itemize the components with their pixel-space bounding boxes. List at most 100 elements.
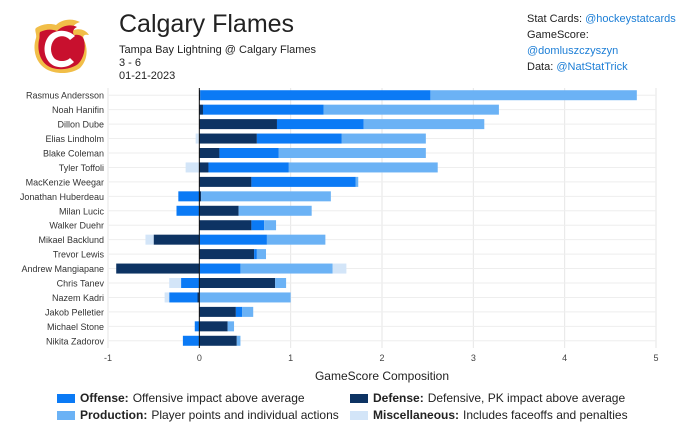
x-tick-label-3: 3	[471, 353, 476, 363]
bar-defense-5	[199, 162, 209, 173]
player-label-12: Andrew Mangiapane	[21, 264, 104, 274]
bar-production-7	[201, 191, 331, 202]
credit-statcards: Stat Cards: @hockeystatcards	[527, 13, 676, 25]
bar-production-4	[278, 148, 426, 158]
credit-data: Data: @NatStatTrick	[527, 61, 628, 73]
player-label-16: Michael Stone	[47, 322, 104, 332]
bar-defense-9	[199, 220, 252, 231]
bar-offense-17	[182, 335, 200, 346]
legend-production: Production: Player points and individual …	[57, 408, 339, 422]
legend-defense: Defense: Defensive, PK impact above avera…	[350, 391, 625, 405]
bar-misc-5	[185, 162, 200, 173]
player-label-0: Rasmus Andersson	[26, 91, 104, 101]
x-tick-label-4: 4	[562, 353, 567, 363]
player-label-1: Noah Hanifin	[52, 105, 104, 115]
bar-production-5	[288, 162, 438, 173]
bar-defense-10	[153, 234, 200, 245]
player-label-13: Chris Tanev	[57, 279, 105, 289]
x-tick-label-0: 0	[197, 353, 202, 363]
gamescore-chart: Rasmus Andersson Noah Hanifin Dillon Dube E…	[20, 88, 659, 383]
player-label-17: Nikita Zadorov	[46, 336, 105, 346]
bar-production-8	[238, 205, 312, 216]
bar-defense-7	[199, 191, 202, 202]
legend-swatch-defense	[350, 393, 368, 403]
bar-offense-14	[169, 292, 198, 303]
bar-offense-10	[199, 234, 267, 245]
legend: Offense: Offensive impact above average D…	[0, 386, 680, 426]
player-label-8: Milan Lucic	[59, 206, 105, 216]
bar-defense-12	[116, 263, 200, 274]
credit-gamescore: GameScore: @domluszczyszyn	[527, 29, 619, 57]
bar-offense-0	[200, 90, 431, 101]
bar-offense-5	[208, 162, 289, 173]
bar-misc-12	[332, 263, 347, 274]
bar-defense-1	[199, 104, 203, 115]
bar-production-11	[256, 249, 267, 260]
bar-production-12	[240, 263, 333, 274]
bar-defense-14	[197, 292, 200, 303]
bar-production-6	[355, 176, 359, 187]
bar-offense-12	[199, 263, 241, 274]
player-label-15: Jakob Pelletier	[45, 307, 104, 317]
legend-misc: Miscellaneous: Includes faceoffs and pena…	[350, 408, 628, 422]
credit-link-gamescore[interactable]: @domluszczyszyn	[527, 45, 619, 57]
bar-defense-16	[199, 321, 228, 332]
bar-defense-13	[199, 278, 276, 288]
bar-production-17	[236, 335, 241, 346]
bar-misc-13	[169, 278, 182, 288]
credits: Stat Cards: @hockeystatcards GameScore: …	[527, 11, 680, 75]
bar-defense-6	[199, 176, 252, 187]
game-date: 01-21-2023	[119, 70, 176, 82]
game-score: 3 - 6	[119, 57, 142, 69]
bar-defense-15	[199, 306, 236, 317]
x-tick-label-5: 5	[653, 353, 658, 363]
bar-production-15	[242, 306, 254, 317]
bar-offense-1	[202, 104, 324, 115]
x-axis-label: GameScore Composition	[315, 369, 449, 383]
bar-defense-8	[199, 205, 239, 216]
bar-offense-15	[235, 306, 243, 317]
player-label-10: Mikael Backlund	[38, 235, 104, 245]
bar-production-1	[323, 104, 499, 115]
legend-offense: Offense: Offensive impact above average	[57, 391, 305, 405]
x-tick-label-2: 2	[379, 353, 384, 363]
bar-offense-4	[219, 148, 279, 158]
player-label-3: Elias Lindholm	[45, 134, 104, 144]
bar-defense-3	[199, 133, 257, 144]
bar-offense-3	[256, 133, 342, 144]
player-label-6: MacKenzie Weegar	[26, 177, 104, 187]
bar-misc-3	[195, 133, 200, 144]
bar-production-3	[341, 133, 426, 144]
legend-swatch-misc	[350, 410, 368, 420]
player-label-5: Tyler Toffoli	[59, 163, 104, 173]
player-label-7: Jonathan Huberdeau	[20, 192, 104, 202]
credit-link-data[interactable]: @NatStatTrick	[556, 61, 628, 73]
bar-production-14	[199, 292, 291, 303]
player-label-14: Nazem Kadri	[52, 293, 104, 303]
bar-offense-6	[251, 176, 356, 187]
bar-production-0	[430, 90, 637, 101]
bar-offense-2	[276, 119, 364, 130]
bar-defense-4	[199, 148, 220, 158]
x-tick-label--1: -1	[104, 353, 112, 363]
bar-offense-11	[254, 249, 257, 260]
bar-misc-10	[145, 234, 154, 245]
logo-c-letter	[44, 30, 75, 68]
bar-offense-9	[251, 220, 265, 231]
credit-link-statcards[interactable]: @hockeystatcards	[585, 13, 676, 25]
x-tick-label-1: 1	[288, 353, 293, 363]
bar-production-16	[227, 321, 235, 332]
bar-production-9	[264, 220, 277, 231]
bar-defense-2	[199, 119, 277, 130]
bar-production-10	[266, 234, 326, 245]
player-label-9: Walker Duehr	[49, 221, 104, 231]
bar-defense-17	[199, 335, 237, 346]
bar-defense-11	[199, 249, 255, 260]
game-matchup: Tampa Bay Lightning @ Calgary Flames	[119, 44, 317, 56]
bar-offense-7	[178, 191, 200, 202]
player-label-11: Trevor Lewis	[53, 250, 105, 260]
player-label-2: Dillon Dube	[57, 120, 104, 130]
bar-production-13	[275, 278, 287, 288]
legend-swatch-offense	[57, 393, 75, 403]
chart-title: Calgary Flames	[119, 10, 295, 38]
